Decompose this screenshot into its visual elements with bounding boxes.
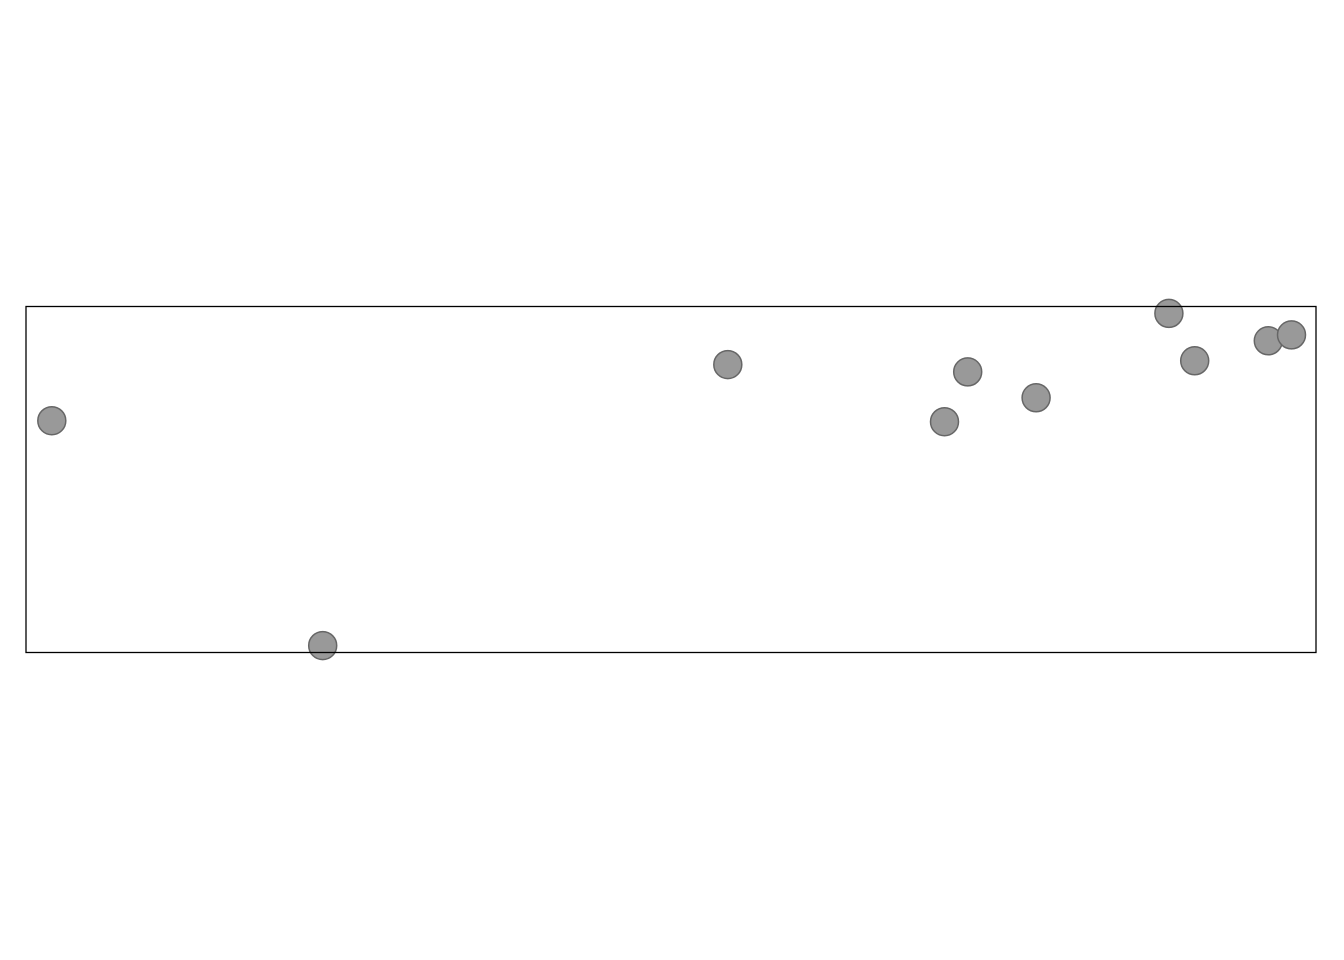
plot-area	[26, 307, 1316, 653]
data-point-7	[1155, 299, 1183, 327]
data-point-3	[714, 351, 742, 379]
data-point-6	[1022, 384, 1050, 412]
data-point-8	[1181, 347, 1209, 375]
data-point-1	[38, 407, 66, 435]
data-point-5	[954, 358, 982, 386]
data-point-4	[931, 408, 959, 436]
data-point-2	[309, 632, 337, 660]
data-point-10	[1278, 321, 1306, 349]
